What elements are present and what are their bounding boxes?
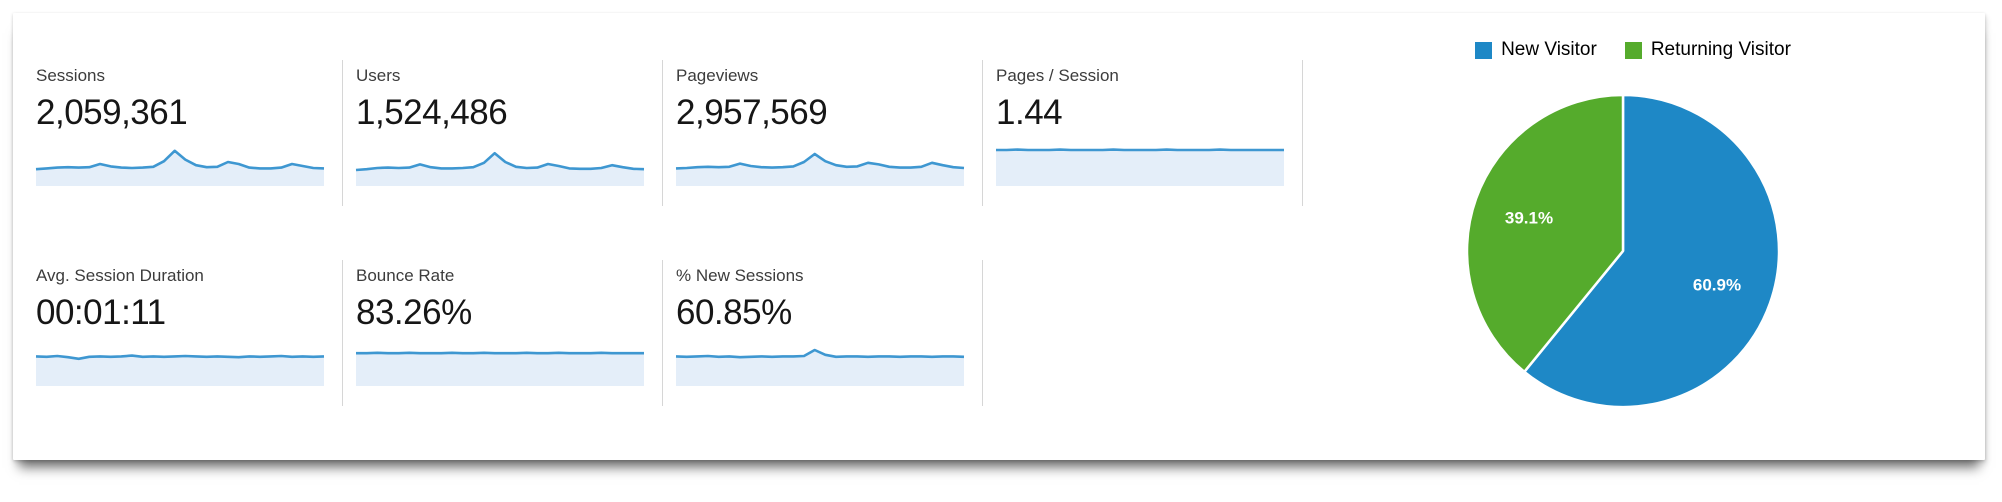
metric-value: 83.26% [356,293,472,332]
legend-label: New Visitor [1501,39,1597,60]
pie-slice-label: 60.9% [1693,276,1741,295]
legend-label: Returning Visitor [1650,39,1791,60]
metric-card-empty [983,260,1303,406]
pie-slice-label: 39.1% [1505,209,1553,228]
sparkline-pages-per-session [996,148,1284,186]
visitor-type-pie-chart: 60.9% 39.1% [1465,93,1781,409]
metric-card-sessions[interactable]: Sessions 2,059,361 [23,60,343,206]
metric-card-pageviews[interactable]: Pageviews 2,957,569 [663,60,983,206]
legend-item-returning-visitor[interactable]: Returning Visitor [1624,39,1791,61]
metrics-grid: Sessions 2,059,361 Users 1,524,486 Pagev… [23,60,1303,406]
metric-card-avg-session-duration[interactable]: Avg. Session Duration 00:01:11 [23,260,343,406]
metric-value: 00:01:11 [36,293,166,332]
sparkline-avg-session-duration [35,354,325,386]
legend-item-new-visitor[interactable]: New Visitor [1475,39,1597,61]
metric-value: 2,957,569 [676,93,828,132]
sparkline-pageviews [675,152,965,186]
metric-card-bounce-rate[interactable]: Bounce Rate 83.26% [343,260,663,406]
legend-swatch-new-visitor-icon [1475,41,1493,59]
metric-label: Pages / Session [996,66,1119,85]
metric-card-new-sessions-pct[interactable]: % New Sessions 60.85% [663,260,983,406]
metric-label: Sessions [36,66,105,85]
metric-value: 2,059,361 [36,93,188,132]
pie-slice-new-visitor[interactable] [1523,93,1781,409]
pie-slice-returning-visitor[interactable] [1465,93,1625,374]
metric-value: 1,524,486 [356,93,508,132]
pie-legend: New Visitor Returning Visitor [1393,39,1873,61]
sparkline-sessions [35,149,325,186]
metric-label: % New Sessions [676,266,804,285]
sparkline-new-sessions-pct [675,348,965,386]
metric-label: Users [356,66,401,85]
metric-label: Bounce Rate [356,266,455,285]
metric-label: Avg. Session Duration [36,266,204,285]
metric-value: 60.85% [676,293,792,332]
sparkline-bounce-rate [356,351,644,386]
dashboard-panel: Sessions 2,059,361 Users 1,524,486 Pagev… [13,13,1985,460]
metric-value: 1.44 [996,93,1063,132]
sparkline-users [355,151,645,186]
legend-swatch-returning-visitor-icon [1624,41,1642,59]
metric-card-pages-per-session[interactable]: Pages / Session 1.44 [983,60,1303,206]
metric-card-users[interactable]: Users 1,524,486 [343,60,663,206]
metric-label: Pageviews [676,66,759,85]
